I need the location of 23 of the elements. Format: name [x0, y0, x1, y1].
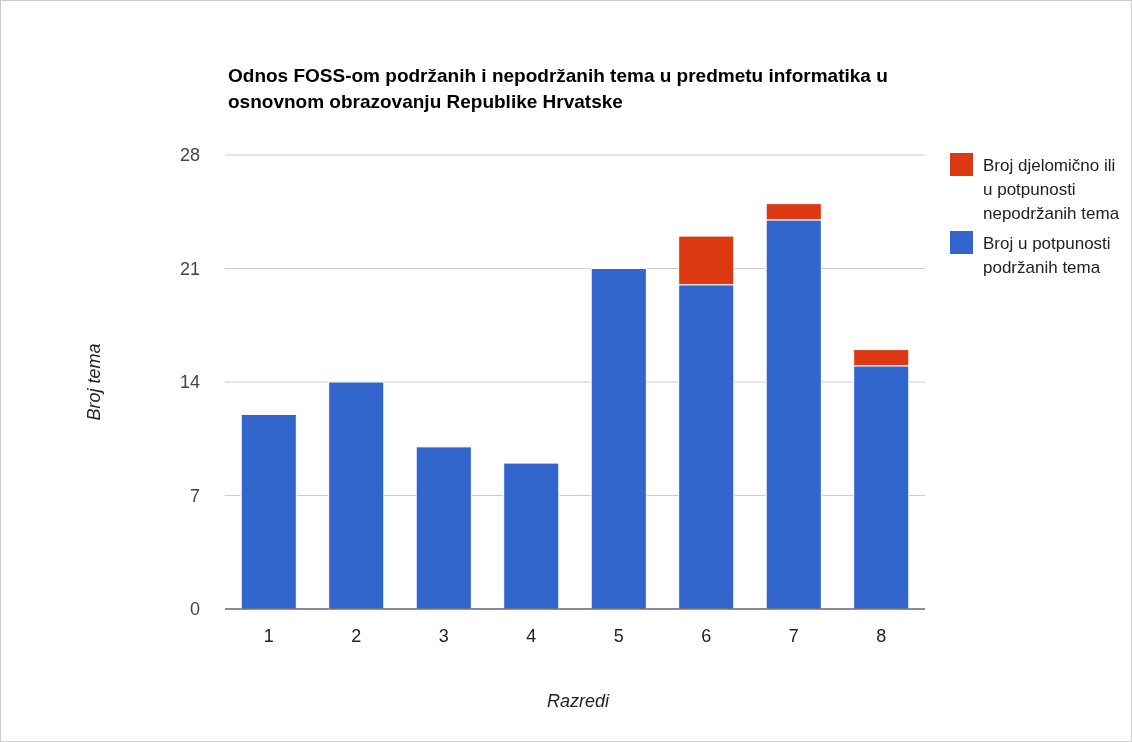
x-tick-label: 3 — [438, 626, 449, 646]
x-tick-label: 4 — [526, 626, 537, 646]
x-axis-title: Razredi — [546, 691, 611, 711]
chart-title: Odnos FOSS-om podržanih i nepodržanih tema u predmetu informatika u osnovnom obrazovanju Republike Hrvatske — [228, 65, 888, 112]
legend-label: Broj u potpunosti podržanih tema — [983, 234, 1116, 277]
x-tick-label: 6 — [701, 626, 712, 646]
x-tick-label: 1 — [263, 626, 274, 646]
y-tick-label: 7 — [189, 485, 200, 506]
bar — [415, 446, 472, 610]
x-tick-label: 2 — [351, 626, 362, 646]
bar — [240, 413, 297, 610]
x-tick-label: 7 — [788, 626, 799, 646]
x-tick-label: 5 — [613, 626, 624, 646]
bar — [328, 381, 385, 610]
bar — [503, 462, 560, 610]
y-tick-label: 28 — [179, 145, 200, 166]
y-tick-label: 14 — [179, 372, 200, 393]
y-axis-title: Broj tema — [84, 343, 104, 421]
y-tick-label: 21 — [179, 258, 200, 279]
bar — [590, 268, 647, 610]
x-tick-label: 8 — [876, 626, 887, 646]
y-tick-label: 0 — [189, 599, 200, 620]
legend-label: Broj djelomično ili u potpunosti nepodržanih tema — [983, 156, 1120, 223]
